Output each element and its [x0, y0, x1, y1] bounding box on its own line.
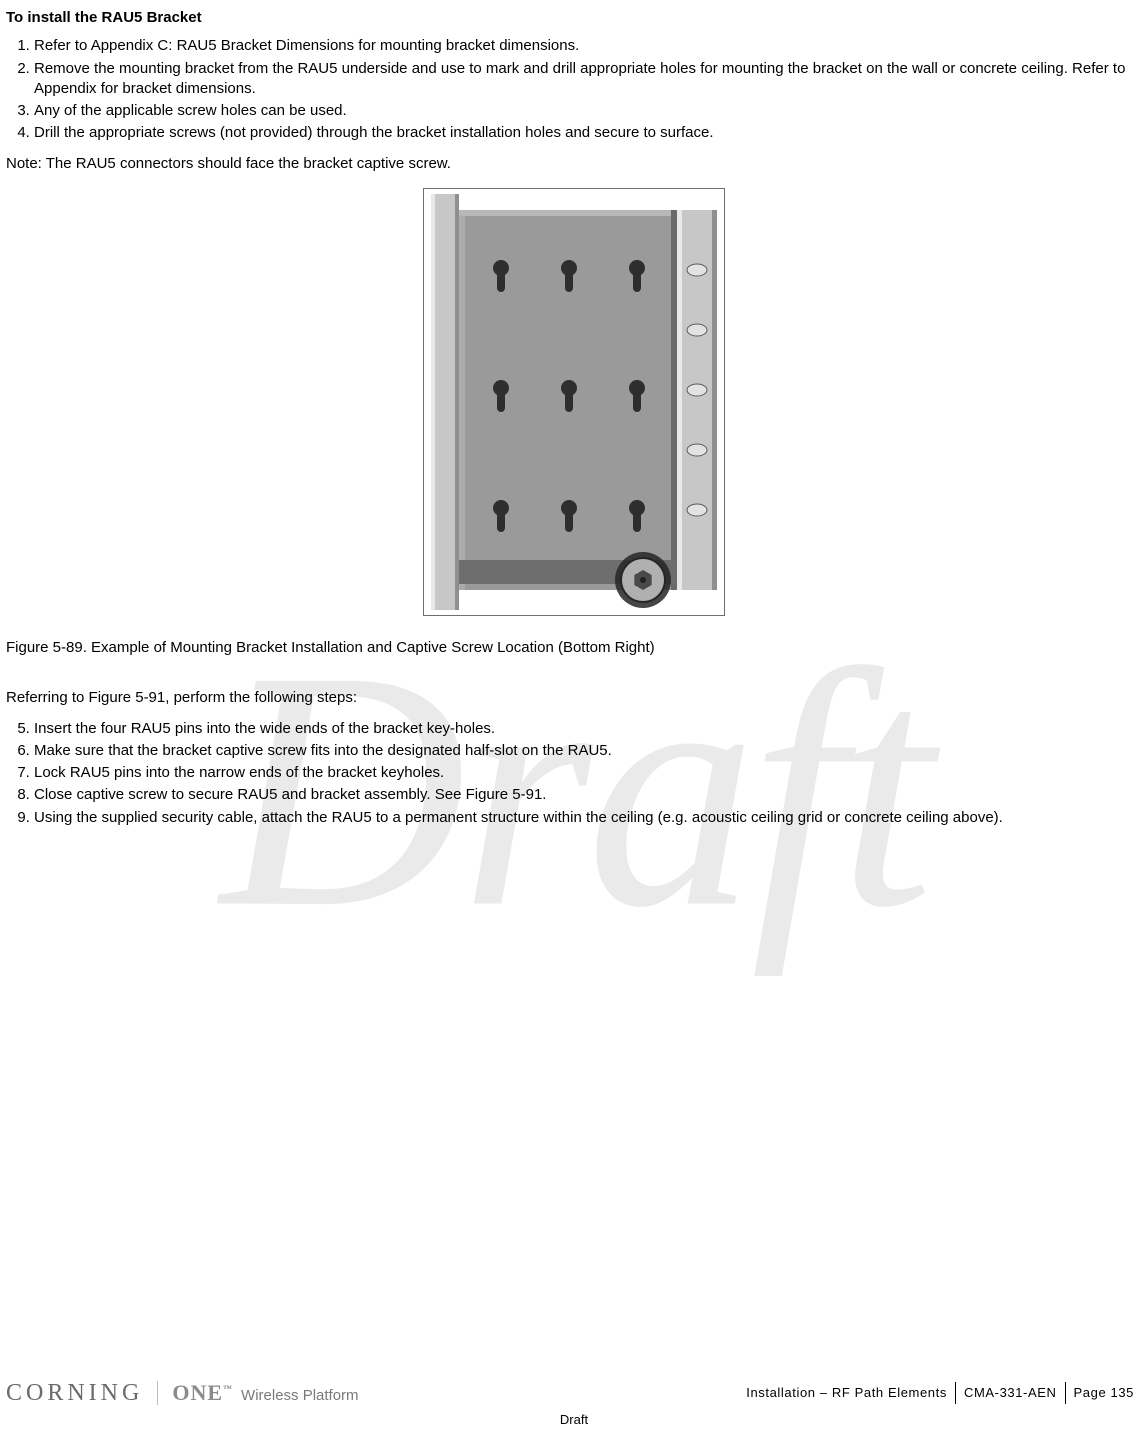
list-item: Close captive screw to secure RAU5 and b… — [34, 785, 1142, 805]
footer-doc-id: CMA-331-AEN — [955, 1382, 1065, 1404]
brand-block: CORNING ONE™ Wireless Platform — [6, 1377, 359, 1409]
brand-one: ONE™ — [172, 1378, 233, 1408]
steps-list-2: Insert the four RAU5 pins into the wide … — [6, 719, 1142, 828]
brand-divider — [157, 1381, 158, 1405]
figure — [6, 188, 1142, 622]
footer-draft: Draft — [6, 1411, 1142, 1429]
page-footer: CORNING ONE™ Wireless Platform Installat… — [0, 1377, 1148, 1435]
referring-text: Referring to Figure 5-91, perform the fo… — [6, 688, 1142, 708]
list-item: Any of the applicable screw holes can be… — [34, 101, 1142, 121]
list-item: Make sure that the bracket captive screw… — [34, 741, 1142, 761]
list-item: Insert the four RAU5 pins into the wide … — [34, 719, 1142, 739]
brand-corning: CORNING — [6, 1377, 143, 1409]
list-item: Refer to Appendix C: RAU5 Bracket Dimens… — [34, 36, 1142, 56]
steps-list-1: Refer to Appendix C: RAU5 Bracket Dimens… — [6, 36, 1142, 143]
footer-section: Installation – RF Path Elements — [746, 1382, 955, 1404]
section-heading: To install the RAU5 Bracket — [6, 8, 1142, 28]
list-item: Using the supplied security cable, attac… — [34, 808, 1142, 828]
list-item: Remove the mounting bracket from the RAU… — [34, 59, 1142, 100]
brand-sub: Wireless Platform — [241, 1386, 359, 1406]
page-content: To install the RAU5 Bracket Refer to App… — [6, 8, 1142, 828]
note-text: Note: The RAU5 connectors should face th… — [6, 154, 1142, 174]
list-item: Drill the appropriate screws (not provid… — [34, 123, 1142, 143]
bracket-diagram — [423, 188, 725, 616]
list-item: Lock RAU5 pins into the narrow ends of t… — [34, 763, 1142, 783]
footer-meta: Installation – RF Path Elements CMA-331-… — [746, 1382, 1142, 1404]
figure-caption: Figure 5-89. Example of Mounting Bracket… — [6, 638, 1142, 658]
footer-page: Page 135 — [1065, 1382, 1142, 1404]
